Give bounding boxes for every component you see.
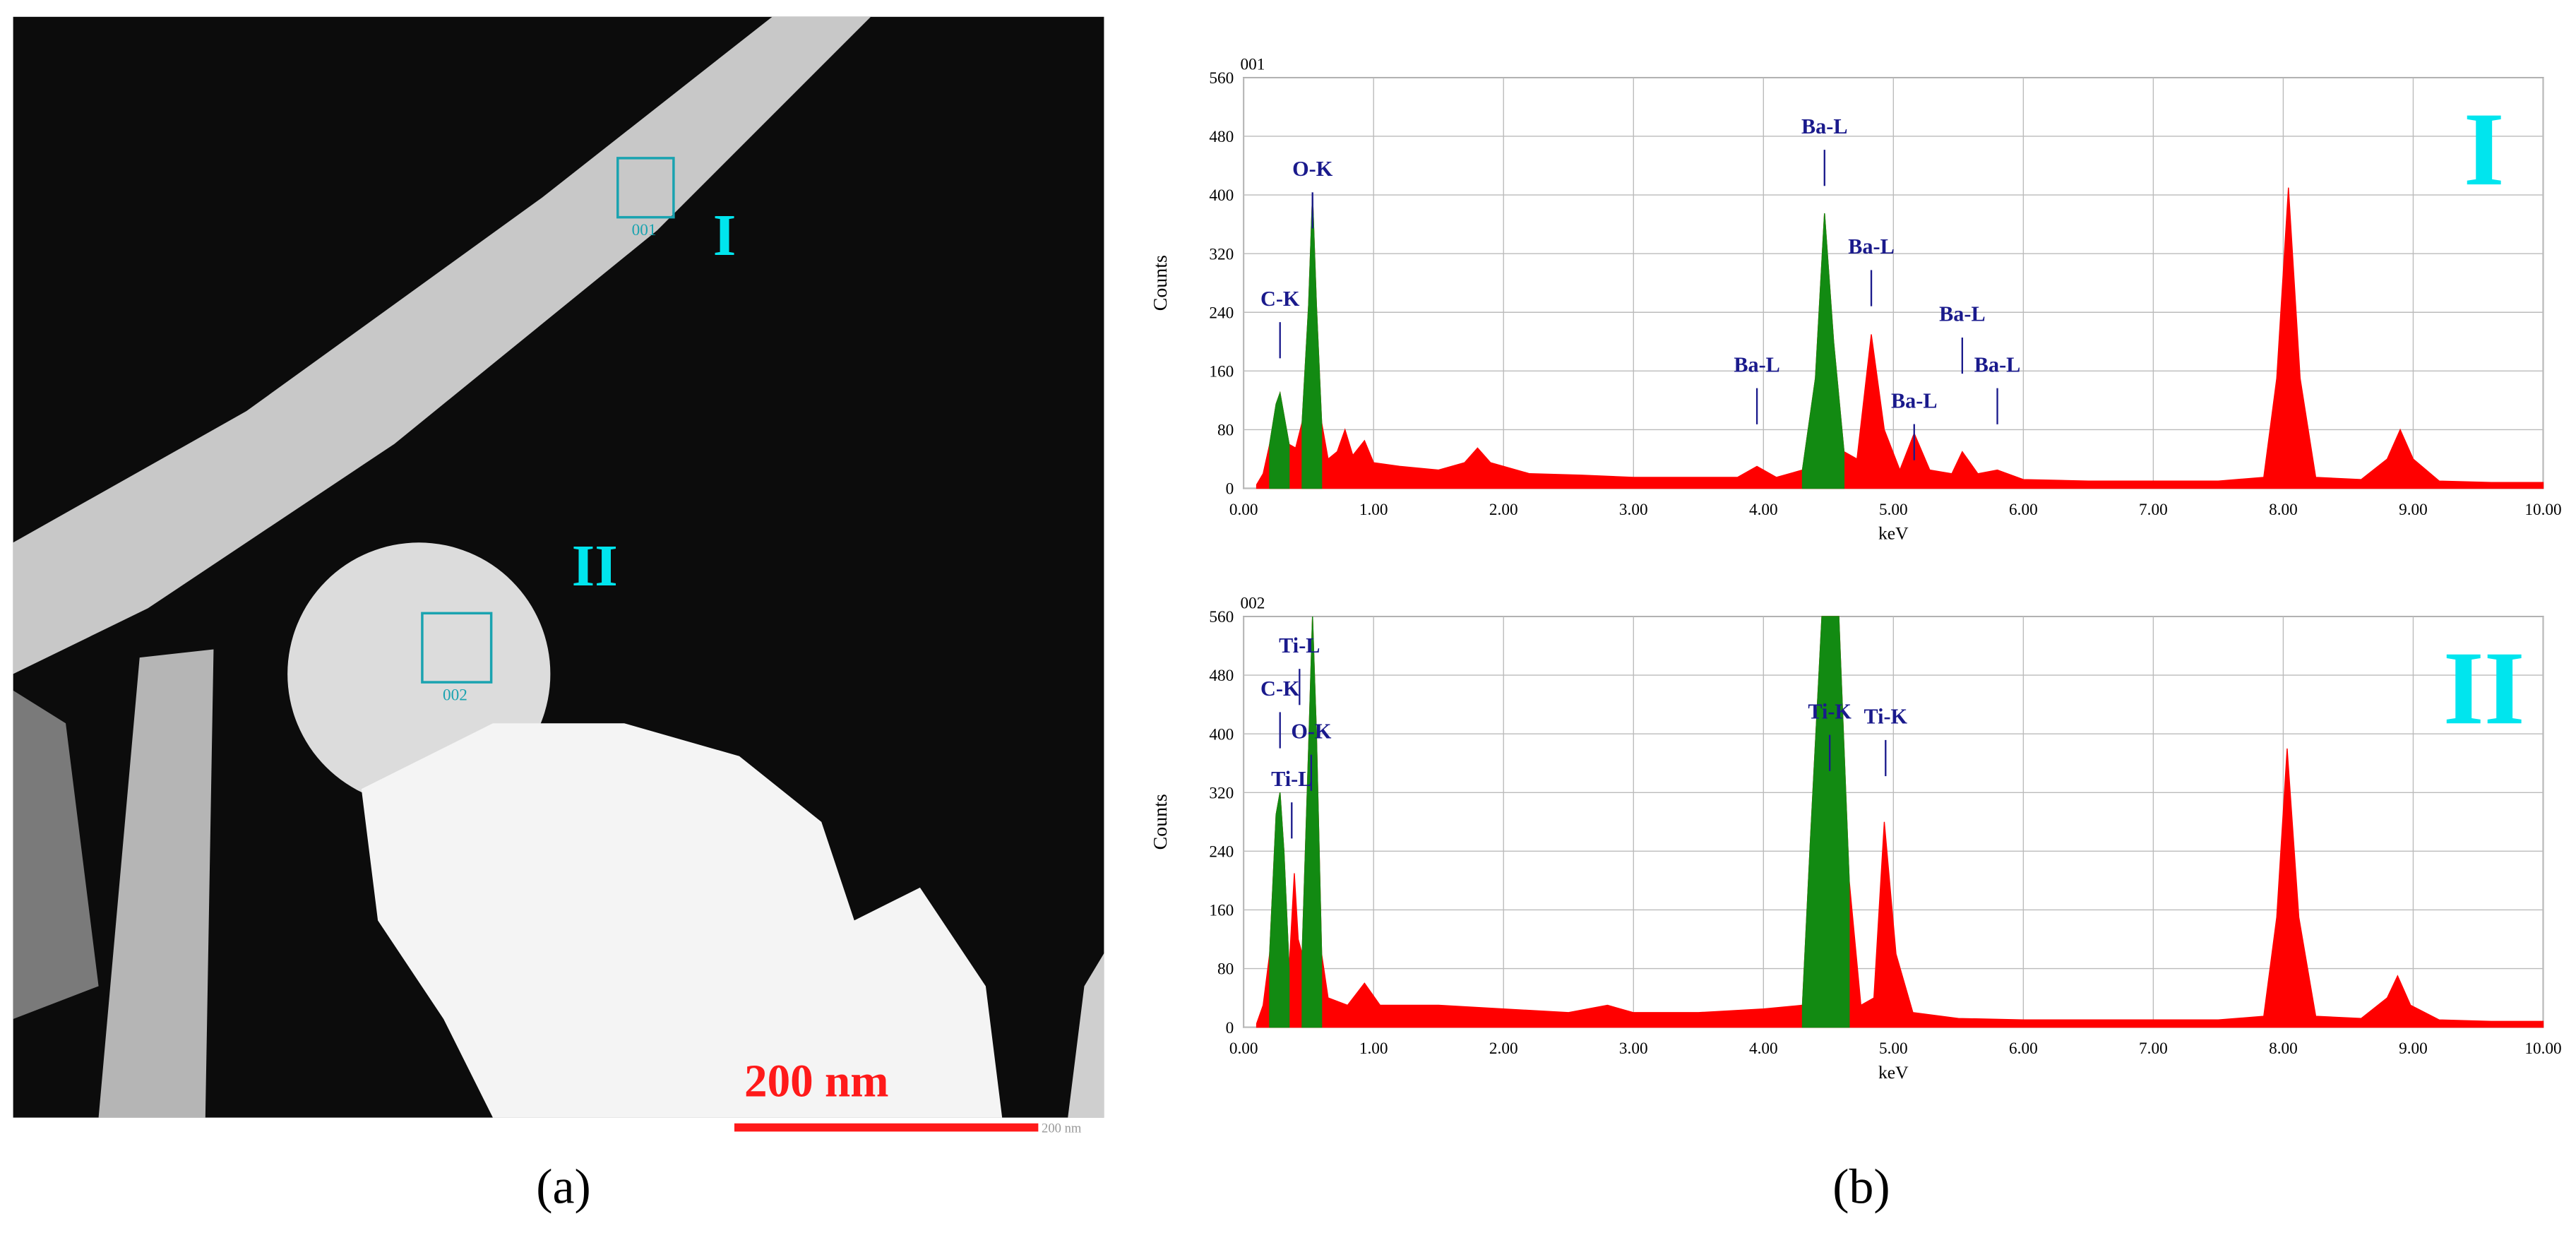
vertical-fiber — [98, 649, 214, 1118]
region-label: II — [572, 533, 618, 599]
y-tick-label: 560 — [1209, 69, 1234, 88]
x-tick-label: 7.00 — [2139, 1040, 2168, 1058]
x-tick-label: 3.00 — [1619, 501, 1648, 519]
gray-region — [13, 690, 99, 1019]
peak-label: O-K — [1291, 719, 1332, 743]
box-label: 001 — [632, 221, 657, 239]
y-tick-label: 480 — [1209, 667, 1234, 685]
box-label: 002 — [443, 686, 467, 705]
x-tick-label: 5.00 — [1879, 1040, 1908, 1058]
diagonal-fiber — [13, 16, 871, 674]
y-tick-label: 0 — [1226, 480, 1234, 499]
x-tick-label: 1.00 — [1359, 1040, 1388, 1058]
panel-label: (a) — [536, 1160, 590, 1215]
analysis-box — [616, 157, 675, 219]
y-axis-label: Counts — [1150, 794, 1171, 850]
y-tick-label: 320 — [1209, 784, 1234, 802]
x-tick-label: 5.00 — [1879, 501, 1908, 519]
x-tick-label: 6.00 — [2009, 1040, 2038, 1058]
x-tick-label: 9.00 — [2399, 1040, 2428, 1058]
y-axis-label: Counts — [1150, 255, 1171, 311]
grid — [1243, 616, 2544, 1028]
x-tick-label: 2.00 — [1489, 1040, 1518, 1058]
y-tick-label: 400 — [1209, 725, 1234, 744]
micrograph: 001 002 I II 200 nm 200 nm — [13, 16, 1104, 1136]
y-tick-label: 160 — [1209, 362, 1234, 381]
x-tick-label: 8.00 — [2269, 501, 2298, 519]
peak-label: Ti-L — [1271, 767, 1312, 791]
y-tick-label: 80 — [1217, 422, 1234, 440]
corner-label: II — [2443, 630, 2525, 746]
y-tick-label: 0 — [1226, 1019, 1234, 1037]
x-tick-label: 0.00 — [1229, 501, 1258, 519]
peak-label: Ti-K — [1808, 699, 1852, 723]
y-tick-label: 240 — [1209, 304, 1234, 322]
x-tick-label: 4.00 — [1749, 1040, 1778, 1058]
x-tick-label: 8.00 — [2269, 1040, 2298, 1058]
y-tick-label: 400 — [1209, 186, 1234, 205]
y-tick-label: 560 — [1209, 608, 1234, 626]
bright-particle — [361, 723, 1003, 1118]
x-tick-label: 2.00 — [1489, 501, 1518, 519]
scale-bar-small-label: 200 nm — [1042, 1121, 1082, 1136]
x-tick-label: 4.00 — [1749, 501, 1778, 519]
region-label: I — [713, 203, 737, 268]
y-tick-label: 80 — [1217, 960, 1234, 979]
y-tick-label: 320 — [1209, 245, 1234, 263]
analysis-box — [421, 612, 493, 684]
peak-label: C-K — [1260, 677, 1300, 701]
x-tick-label: 9.00 — [2399, 501, 2428, 519]
x-axis-label: keV — [1878, 523, 1909, 544]
x-tick-label: 1.00 — [1359, 501, 1388, 519]
spectrum-chart: 0.00 1.00 2.00 3.00 4.00 5.00 6.00 7.00 8.00 9.00… — [1150, 594, 2562, 1082]
corner-label: I — [2464, 91, 2505, 208]
x-tick-label: 10.00 — [2524, 501, 2561, 519]
x-axis-label: keV — [1878, 1062, 1909, 1083]
peak-label: Ba-L — [1974, 352, 2021, 376]
peak-label: Ti-K — [1864, 705, 1907, 729]
chart-title: 002 — [1241, 594, 1265, 612]
y-tick-label: 480 — [1209, 128, 1234, 146]
x-tick-label: 10.00 — [2524, 1040, 2561, 1058]
peak-label: C-K — [1260, 287, 1300, 311]
x-tick-label: 7.00 — [2139, 501, 2168, 519]
spectrum-chart: 0.00 1.00 2.00 3.00 4.00 5.00 6.00 7.00 8.00 9.00… — [1150, 55, 2562, 543]
peak-label: Ba-L — [1939, 302, 1986, 326]
scale-bar-label: 200 nm — [744, 1056, 888, 1107]
y-tick-label: 160 — [1209, 902, 1234, 920]
peak-label: Ba-L — [1891, 388, 1938, 412]
peak-label: Ba-L — [1801, 114, 1848, 138]
peak-label: Ba-L — [1848, 234, 1895, 258]
spectrum-area — [1269, 195, 1845, 489]
y-tick-label: 240 — [1209, 843, 1234, 862]
chart-title: 001 — [1241, 55, 1265, 73]
spectrum-area — [1269, 616, 1850, 1028]
peak-label: Ba-L — [1734, 352, 1780, 376]
x-tick-label: 3.00 — [1619, 1040, 1648, 1058]
peak-label: Ti-L — [1279, 633, 1320, 657]
edge-particle — [1068, 953, 1104, 1118]
x-tick-label: 0.00 — [1229, 1040, 1258, 1058]
peak-label: O-K — [1292, 157, 1333, 181]
panel-label: (b) — [1832, 1160, 1890, 1215]
x-tick-label: 6.00 — [2009, 501, 2038, 519]
